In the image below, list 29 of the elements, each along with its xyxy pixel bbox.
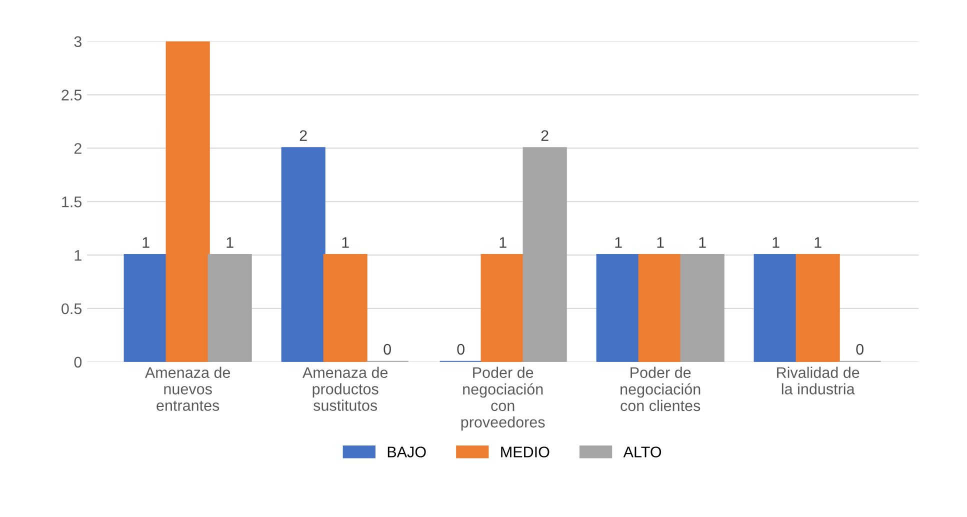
y-tick-label: 0 [74,356,82,368]
y-tick-label: 1 [74,250,82,261]
data-label: 1 [699,237,706,248]
x-tick-label: Amenaza de productos sustitutos [302,366,388,411]
data-label: 0 [856,344,864,355]
data-label: 0 [457,344,464,355]
legend-label: MEDIO [501,446,550,458]
data-label: 2 [541,130,548,141]
data-label: 0 [384,344,391,355]
y-tick-label: 2.5 [62,90,82,100]
x-tick-label: Poder de negociación con clientes [620,366,700,412]
data-label: 1 [814,237,822,248]
data-label: 1 [615,237,622,248]
y-tick-label: 3 [74,36,82,48]
data-label: 1 [226,237,234,248]
legend-label: ALTO [623,446,662,458]
data-label: 1 [500,237,506,248]
legend-label: BAJO [388,446,426,458]
data-label: 1 [657,237,664,248]
y-tick-label: 2 [74,143,82,154]
x-tick-label: Poder de negociación con proveedores [461,366,545,431]
data-label: 1 [772,237,780,248]
y-tick-label: 1.5 [62,196,82,208]
data-label: 1 [342,237,349,248]
data-label: 1 [142,237,150,248]
x-tick-label: Amenaza de nuevos entrantes [144,366,230,411]
data-label: 2 [300,130,307,141]
x-tick-label: Rivalidad de la industria [777,366,860,394]
y-tick-label: 0.5 [62,303,82,314]
